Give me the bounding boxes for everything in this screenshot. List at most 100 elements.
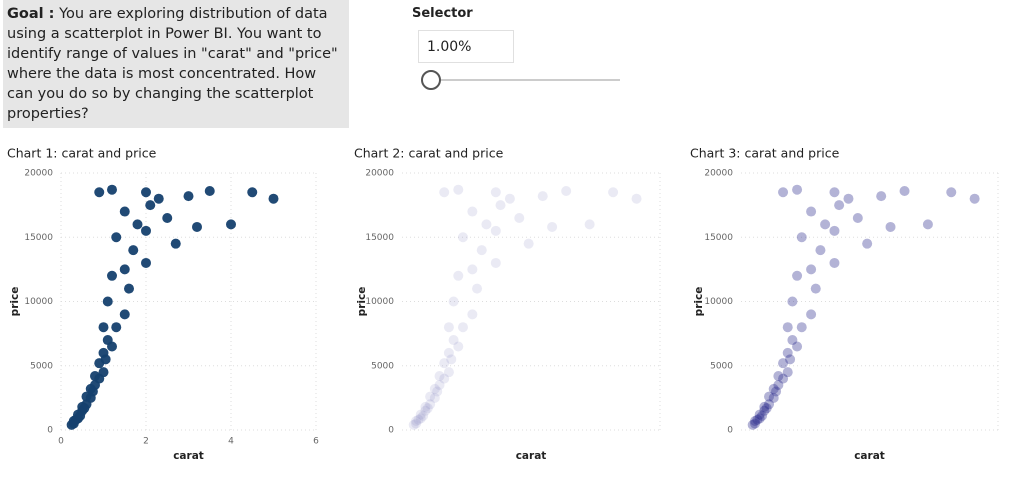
scatter-point: [226, 219, 236, 230]
scatter-point: [922, 219, 933, 230]
scatter-point: [415, 413, 426, 424]
scatter-point: [495, 200, 506, 211]
x-tick-label: 2: [143, 437, 149, 447]
scatter-point: [434, 380, 445, 391]
y-tick-label: 0: [727, 426, 733, 436]
scatter-point: [448, 296, 459, 307]
scatter-point: [815, 245, 826, 256]
scatter-point: [107, 341, 117, 352]
scatter-point: [102, 296, 113, 307]
scatter-point: [768, 392, 779, 403]
scatter-point: [111, 232, 122, 243]
scatter-point: [411, 418, 422, 429]
scatter-point: [782, 367, 793, 378]
scatter-point: [899, 185, 910, 196]
x-axis-title: carat: [173, 450, 204, 462]
scatter-point: [429, 383, 440, 394]
scatter-point: [796, 232, 807, 243]
selector-input[interactable]: 1.00%: [418, 30, 514, 63]
scatter-point: [750, 418, 761, 429]
scatter-point: [413, 414, 424, 425]
scatter-point: [434, 371, 445, 382]
scatter-point: [490, 187, 501, 198]
scatter-point: [420, 401, 431, 412]
scatter-point: [773, 371, 784, 382]
scatter-point: [192, 221, 202, 232]
y-tick-label: 0: [47, 426, 53, 436]
scatter-point: [778, 373, 789, 384]
scatter-point: [145, 200, 156, 211]
scatter-point: [418, 410, 429, 421]
scatter-point: [754, 413, 765, 424]
chart-title: Chart 1: carat and price: [7, 146, 157, 161]
selector-slider[interactable]: [420, 68, 625, 92]
scatter-point: [631, 193, 642, 204]
scatter-point: [584, 219, 595, 230]
scatter-point: [141, 225, 151, 236]
y-tick-label: 10000: [704, 297, 733, 307]
scatter-point: [446, 354, 457, 365]
scatter-point: [806, 309, 817, 320]
scatter-point: [94, 187, 105, 198]
scatter-point: [757, 410, 768, 421]
scatter-point: [128, 245, 139, 256]
scatter-point: [829, 187, 840, 198]
y-tick-label: 20000: [704, 169, 733, 179]
scatter-point: [98, 367, 109, 378]
scatter-point: [439, 187, 450, 198]
y-tick-label: 0: [388, 426, 394, 436]
x-axis-title: carat: [854, 450, 885, 462]
scatter-point: [834, 200, 845, 211]
scatter-point: [843, 193, 854, 204]
scatter-point: [806, 264, 817, 275]
scatter-point: [829, 257, 840, 268]
scatter-point: [124, 283, 134, 294]
scatter-point: [141, 257, 151, 268]
scatter-point: [782, 347, 793, 358]
scatter-point: [750, 416, 761, 427]
scatter-point: [443, 322, 454, 333]
y-axis-title: price: [693, 287, 705, 317]
scatter-point: [561, 185, 572, 196]
scatter-point: [969, 193, 980, 204]
scatter-point: [429, 392, 440, 403]
scatter-point: [411, 416, 422, 427]
scatter-point: [761, 403, 772, 414]
scatter-point: [107, 184, 117, 195]
scatter-point: [490, 225, 501, 236]
scatter-point: [422, 403, 433, 414]
scatter-point: [764, 399, 775, 410]
chart-title: Chart 2: carat and price: [354, 146, 504, 161]
scatter-point: [415, 409, 426, 420]
scatter-point: [787, 335, 798, 346]
goal-label: Goal :: [7, 6, 55, 22]
scatter-point: [490, 257, 501, 268]
scatter-point: [162, 212, 173, 223]
scatter-point: [439, 358, 450, 369]
goal-panel: Goal : You are exploring distribution of…: [3, 0, 349, 128]
scatter-point: [100, 354, 111, 365]
y-tick-label: 15000: [24, 233, 53, 243]
y-axis-title: price: [356, 287, 368, 317]
scatter-point: [547, 221, 558, 232]
scatter-point: [785, 354, 796, 365]
y-tick-label: 15000: [704, 233, 733, 243]
scatter-point: [764, 391, 775, 402]
scatter-point: [820, 219, 831, 230]
scatter-point: [98, 322, 109, 333]
y-tick-label: 5000: [30, 361, 53, 371]
scatter-point: [862, 238, 873, 249]
scatter-point: [467, 309, 478, 320]
scatter-point: [457, 232, 468, 243]
scatter-point: [119, 206, 130, 217]
scatter-point: [796, 322, 807, 333]
scatter-point: [408, 419, 419, 430]
scatter-point: [829, 225, 840, 236]
scatter-point: [759, 405, 770, 416]
y-tick-label: 20000: [365, 169, 394, 179]
scatter-point: [425, 399, 436, 410]
selector-title: Selector: [412, 6, 473, 21]
scatter-point: [453, 184, 464, 195]
scatter-point: [806, 206, 817, 217]
slider-thumb[interactable]: [421, 70, 441, 90]
